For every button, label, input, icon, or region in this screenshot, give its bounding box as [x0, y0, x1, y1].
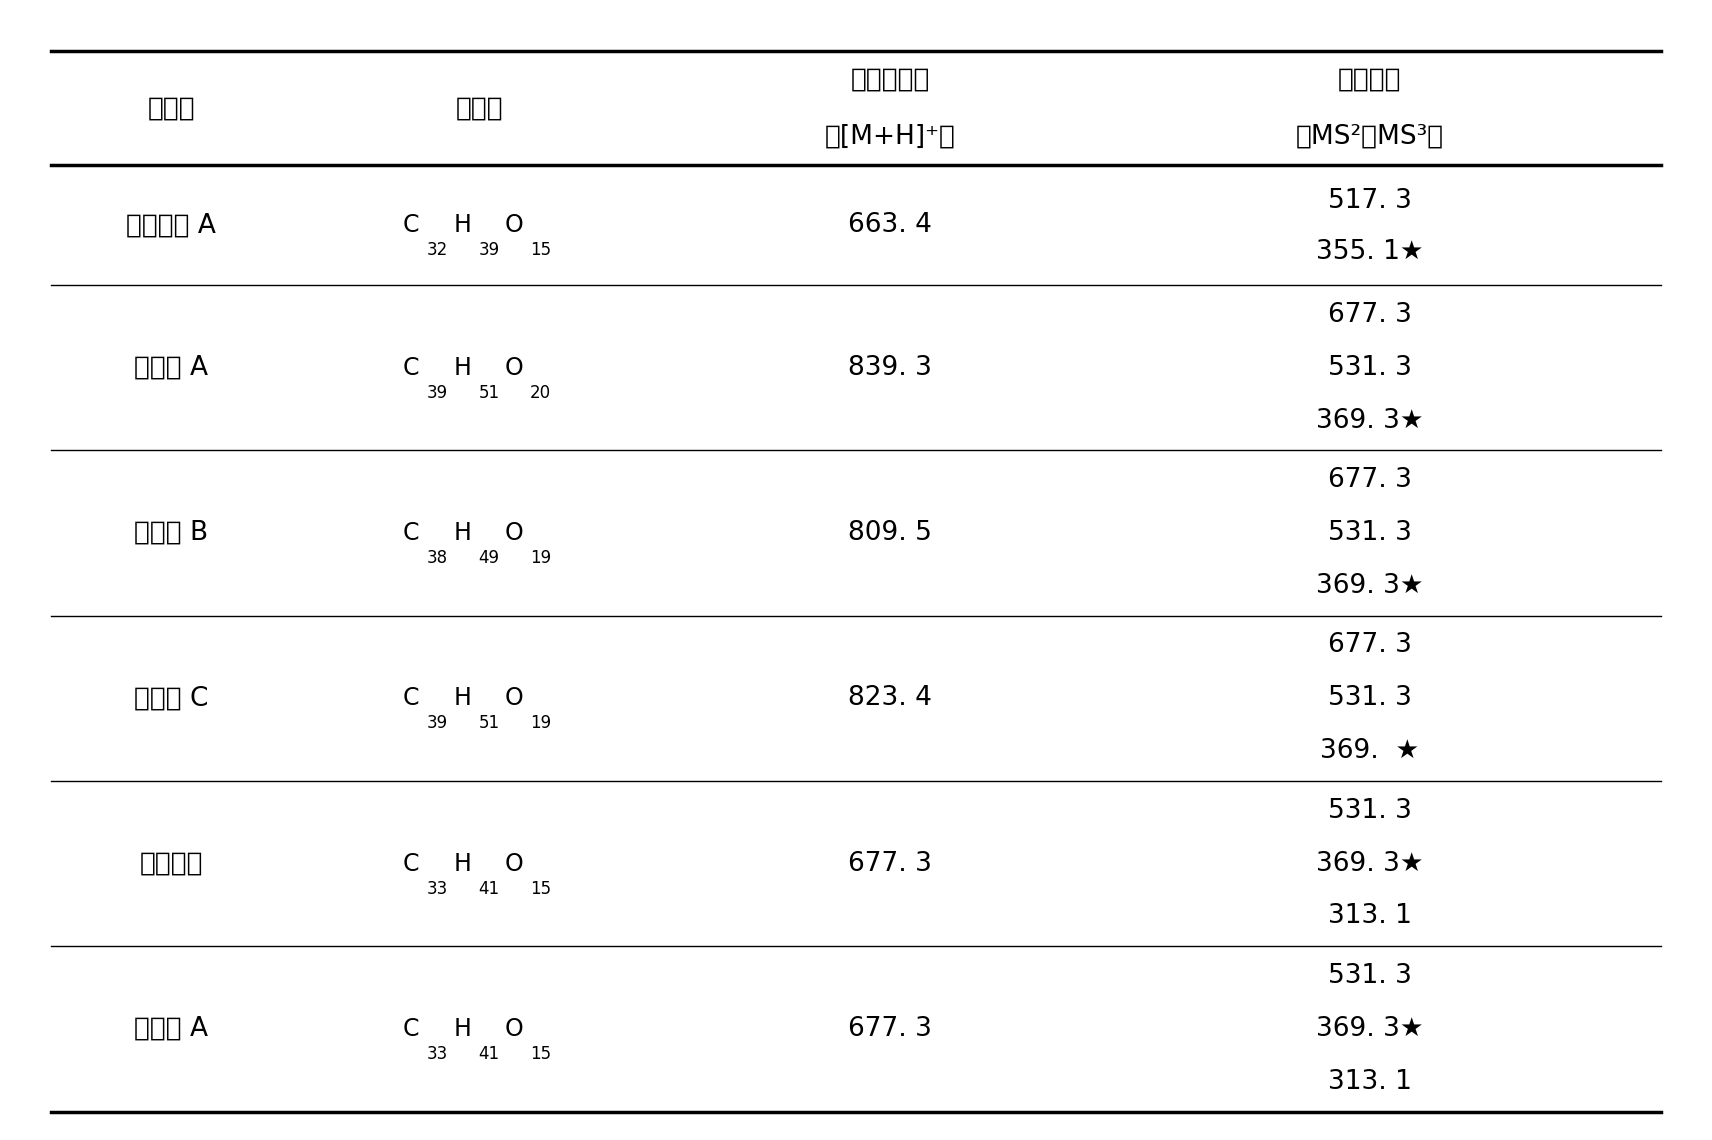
Text: （MS²、MS³）: （MS²、MS³） — [1296, 124, 1443, 149]
Text: H: H — [454, 213, 471, 237]
Text: 淫羊藿苷: 淫羊藿苷 — [139, 850, 204, 877]
Text: 677. 3: 677. 3 — [849, 850, 931, 877]
Text: H: H — [454, 521, 471, 545]
Text: 531. 3: 531. 3 — [1329, 963, 1411, 990]
Text: 分子离子峰: 分子离子峰 — [851, 67, 930, 92]
Text: 化合物: 化合物 — [147, 96, 195, 121]
Text: 33: 33 — [426, 880, 449, 897]
Text: 分子式: 分子式 — [455, 96, 503, 121]
Text: 369. 3★: 369. 3★ — [1317, 407, 1423, 433]
Text: 51: 51 — [478, 384, 500, 401]
Text: H: H — [454, 356, 471, 380]
Text: 51: 51 — [478, 715, 500, 732]
Text: O: O — [505, 213, 524, 237]
Text: 355. 1★: 355. 1★ — [1317, 238, 1423, 264]
Text: C: C — [402, 852, 419, 876]
Text: 531. 3: 531. 3 — [1329, 520, 1411, 546]
Text: 41: 41 — [478, 1045, 500, 1062]
Text: 15: 15 — [529, 880, 551, 897]
Text: 823. 4: 823. 4 — [849, 685, 931, 711]
Text: 39: 39 — [426, 384, 449, 401]
Text: 663. 4: 663. 4 — [849, 212, 931, 238]
Text: 碎片离子: 碎片离子 — [1337, 67, 1402, 92]
Text: C: C — [402, 213, 419, 237]
Text: O: O — [505, 1017, 524, 1041]
Text: 朝藿定 A: 朝藿定 A — [134, 355, 209, 381]
Text: 369.  ★: 369. ★ — [1320, 738, 1419, 764]
Text: O: O — [505, 521, 524, 545]
Text: 677. 3: 677. 3 — [1329, 467, 1411, 494]
Text: 49: 49 — [478, 549, 500, 567]
Text: 淫羊藿苷 A: 淫羊藿苷 A — [127, 212, 216, 238]
Text: 41: 41 — [478, 880, 500, 897]
Text: C: C — [402, 521, 419, 545]
Text: 531. 3: 531. 3 — [1329, 685, 1411, 711]
Text: O: O — [505, 852, 524, 876]
Text: 19: 19 — [529, 715, 551, 732]
Text: 15: 15 — [529, 1045, 551, 1062]
Text: 369. 3★: 369. 3★ — [1317, 572, 1423, 598]
Text: 517. 3: 517. 3 — [1329, 188, 1411, 214]
Text: 19: 19 — [529, 549, 551, 567]
Text: 531. 3: 531. 3 — [1329, 798, 1411, 824]
Text: 313. 1: 313. 1 — [1329, 1068, 1411, 1094]
Text: H: H — [454, 686, 471, 710]
Text: 809. 5: 809. 5 — [849, 520, 931, 546]
Text: C: C — [402, 1017, 419, 1041]
Text: 369. 3★: 369. 3★ — [1317, 850, 1423, 877]
Text: 箭藿苷 A: 箭藿苷 A — [134, 1016, 209, 1042]
Text: 677. 3: 677. 3 — [1329, 633, 1411, 659]
Text: 15: 15 — [529, 242, 551, 259]
Text: C: C — [402, 356, 419, 380]
Text: 531. 3: 531. 3 — [1329, 355, 1411, 381]
Text: H: H — [454, 852, 471, 876]
Text: 369. 3★: 369. 3★ — [1317, 1016, 1423, 1042]
Text: 朝藿定 B: 朝藿定 B — [134, 520, 209, 546]
Text: 33: 33 — [426, 1045, 449, 1062]
Text: 20: 20 — [529, 384, 551, 401]
Text: 朝藿定 C: 朝藿定 C — [134, 685, 209, 711]
Text: 677. 3: 677. 3 — [1329, 302, 1411, 328]
Text: 39: 39 — [478, 242, 500, 259]
Text: 39: 39 — [426, 715, 449, 732]
Text: 839. 3: 839. 3 — [849, 355, 931, 381]
Text: （[M+H]⁺）: （[M+H]⁺） — [825, 124, 955, 149]
Text: O: O — [505, 356, 524, 380]
Text: H: H — [454, 1017, 471, 1041]
Text: O: O — [505, 686, 524, 710]
Text: 677. 3: 677. 3 — [849, 1016, 931, 1042]
Text: C: C — [402, 686, 419, 710]
Text: 38: 38 — [426, 549, 449, 567]
Text: 313. 1: 313. 1 — [1329, 903, 1411, 929]
Text: 32: 32 — [426, 242, 449, 259]
